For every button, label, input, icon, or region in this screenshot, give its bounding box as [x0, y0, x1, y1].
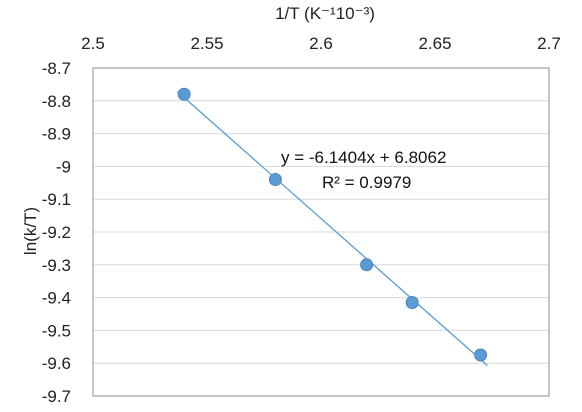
plot-area: [92, 67, 550, 397]
y-tick-label: -9.7: [42, 387, 71, 406]
data-point: [474, 348, 488, 362]
y-axis-ticks: -8.7 -8.8 -8.9 -9 -9.1 -9.2 -9.3 -9.4 -9.5 -9.6 -9…: [42, 59, 71, 406]
y-tick-label: -9.5: [42, 321, 71, 340]
y-tick-label: -9.3: [42, 256, 71, 275]
x-tick-label: 2.65: [418, 34, 451, 53]
y-tick-label: -9.6: [42, 354, 71, 373]
trendline-equation: y = -6.1404x + 6.8062: [281, 148, 446, 167]
y-tick-label: -9.2: [42, 223, 71, 242]
data-points: [177, 87, 488, 362]
y-tick-label: -8.9: [42, 125, 71, 144]
y-tick-label: -9.4: [42, 289, 71, 308]
trendline: [176, 91, 488, 367]
x-tick-label: 2.5: [81, 34, 105, 53]
x-tick-label: 2.55: [190, 34, 223, 53]
data-point: [177, 87, 191, 101]
r-squared-label: R² = 0.9979: [322, 173, 411, 192]
data-point: [268, 173, 282, 187]
data-point: [360, 258, 374, 272]
x-axis-title: 1/T (K⁻¹10⁻³): [275, 4, 375, 23]
x-tick-label: 2.6: [309, 34, 333, 53]
x-axis-ticks: 2.5 2.55 2.6 2.65 2.7: [81, 34, 561, 53]
y-tick-label: -8.8: [42, 92, 71, 111]
y-tick-label: -8.7: [42, 59, 71, 78]
y-axis-title: ln(k/T): [21, 207, 40, 255]
y-tick-label: -9.1: [42, 190, 71, 209]
y-tick-label: -9: [56, 157, 71, 176]
x-tick-label: 2.7: [537, 34, 561, 53]
data-point: [405, 296, 419, 310]
